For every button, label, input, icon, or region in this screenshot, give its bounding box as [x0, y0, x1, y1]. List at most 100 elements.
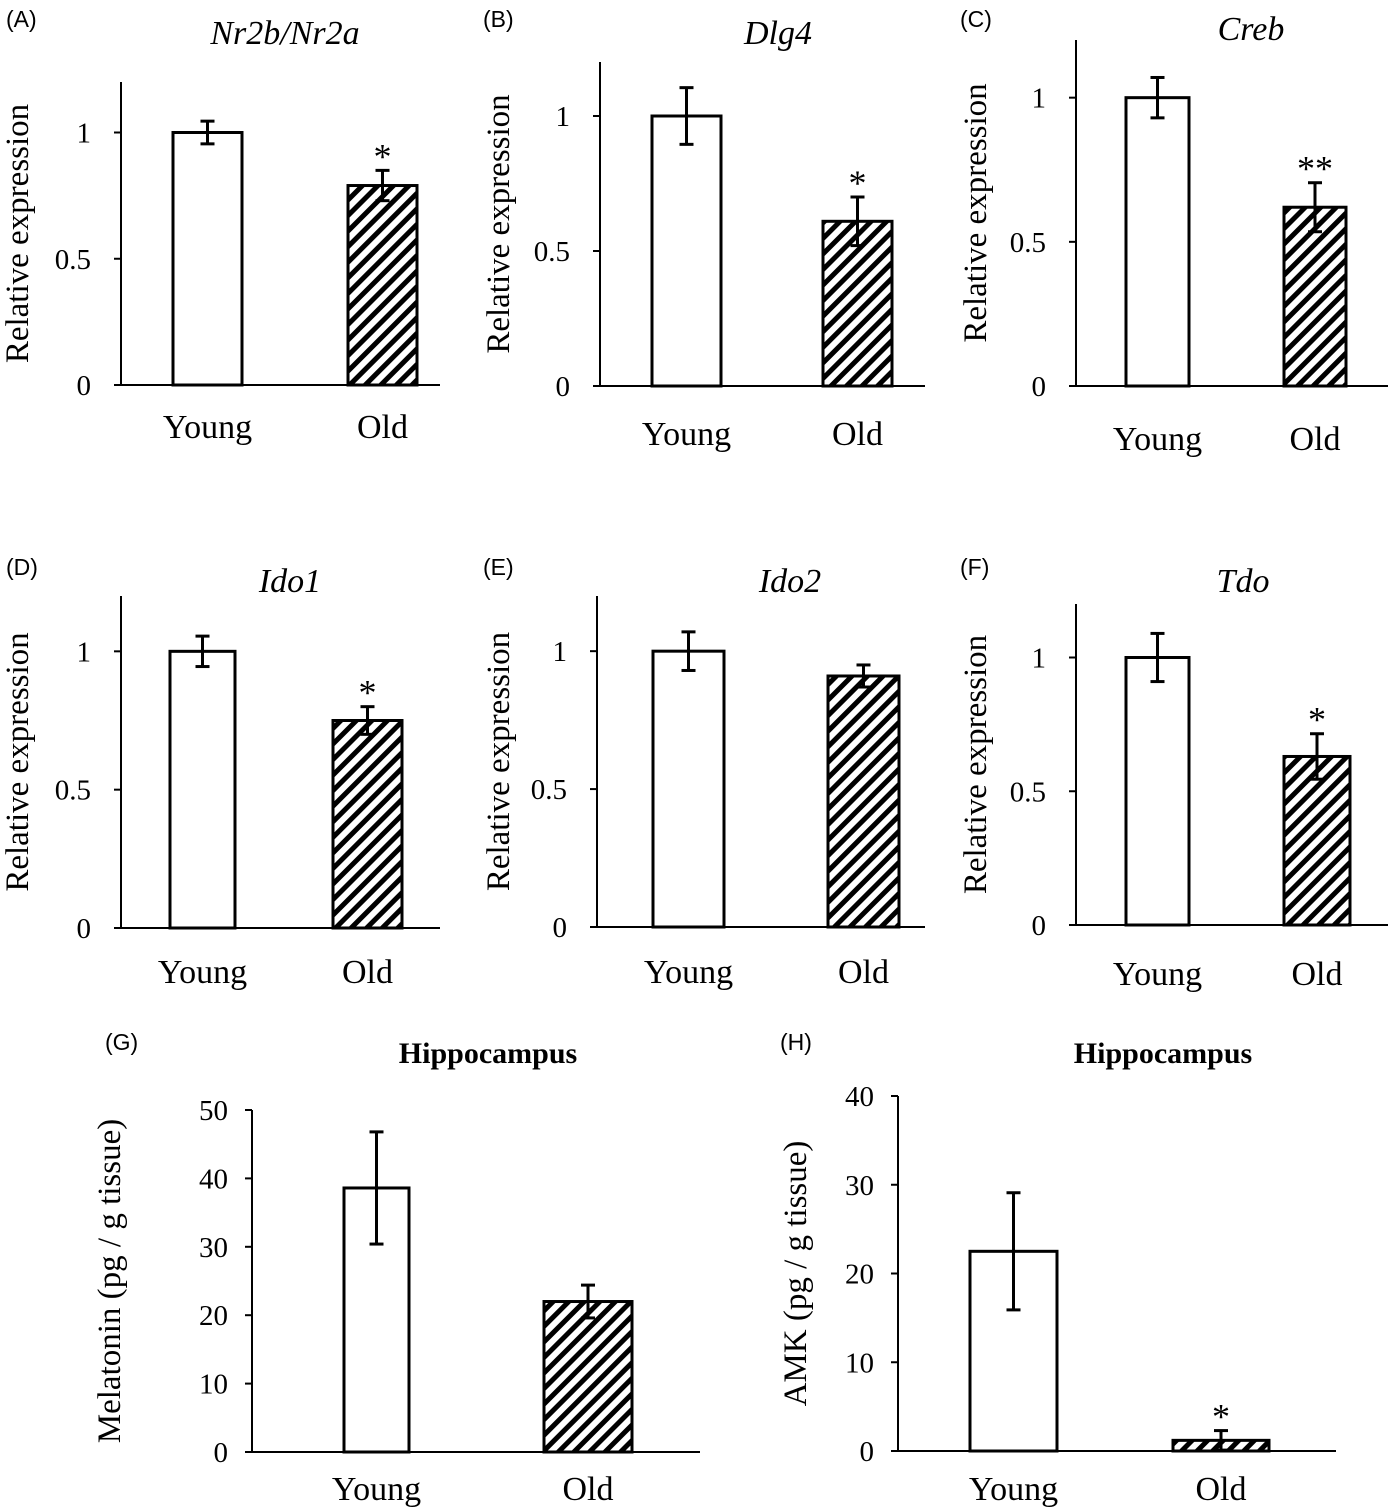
error-bar [195, 634, 210, 669]
bar-old [1282, 205, 1348, 388]
y-tick-label: 1 [77, 118, 92, 150]
y-tick-label: 30 [845, 1170, 874, 1202]
bar-young [1124, 656, 1191, 927]
y-tick-label: 0.5 [55, 244, 91, 276]
error-bar [375, 168, 390, 203]
chart-title: Ido1 [258, 563, 321, 600]
x-category-label: Old [563, 1471, 614, 1507]
panel-label: (C) [960, 6, 992, 32]
bar-old [346, 184, 419, 387]
error-bar [1308, 181, 1322, 234]
error-bar [1006, 1191, 1021, 1312]
y-tick-label: 40 [199, 1163, 228, 1195]
chart-title: Hippocampus [399, 1037, 577, 1070]
chart-panel: (B) Dlg4 Relative expression 0 0.5 1 Young * Old [481, 6, 925, 453]
y-tick-label: 0 [1032, 910, 1047, 942]
error-bar [581, 1283, 595, 1320]
y-tick-label: 1 [1032, 83, 1047, 115]
bar-young [1124, 96, 1191, 388]
error-bar [856, 663, 871, 689]
error-bar [1214, 1429, 1228, 1452]
y-tick-label: 10 [845, 1347, 874, 1379]
error-bar [369, 1130, 384, 1246]
error-bar [850, 195, 865, 248]
error-bar [360, 705, 375, 736]
panel-label: (E) [483, 554, 514, 580]
y-tick-label: 40 [845, 1081, 874, 1113]
significance-marker: * [849, 163, 867, 203]
x-category-label: Young [1113, 956, 1202, 993]
x-category-label: Young [158, 954, 247, 991]
bar-young [171, 131, 244, 387]
y-tick-label: 0 [214, 1437, 229, 1469]
chart-title: Hippocampus [1074, 1037, 1252, 1070]
chart-panel: (D) Ido1 Relative expression 0 0.5 1 Young * Old [0, 554, 440, 991]
y-tick-label: 0.5 [1010, 776, 1046, 808]
y-axis-label: Melatonin (pg / g tissue) [92, 1119, 128, 1443]
y-axis-label: Relative expression [0, 104, 36, 363]
y-tick-label: 1 [77, 636, 92, 668]
bar-young [651, 649, 726, 929]
error-bar [1310, 732, 1324, 781]
x-category-label: Young [969, 1471, 1058, 1507]
y-tick-label: 50 [199, 1095, 228, 1127]
chart-panel: (G) Hippocampus Melatonin (pg / g tissue) 0… [92, 1029, 700, 1507]
y-tick-label: 0 [77, 370, 92, 402]
panel-label: (D) [6, 554, 38, 580]
y-axis-label: Relative expression [0, 632, 36, 891]
y-tick-label: 20 [845, 1259, 874, 1291]
x-category-label: Old [357, 409, 408, 446]
chart-title: Ido2 [758, 563, 821, 600]
bar-old [542, 1300, 634, 1454]
bar-old [1282, 754, 1352, 927]
bar-old [826, 674, 901, 929]
error-bar [679, 86, 694, 146]
y-tick-label: 20 [199, 1300, 228, 1332]
y-tick-label: 0 [553, 912, 568, 944]
x-category-label: Young [642, 416, 731, 453]
bar-young [650, 114, 723, 388]
bar-old [331, 719, 404, 930]
x-category-label: Old [342, 954, 393, 991]
y-tick-label: 1 [556, 101, 571, 133]
significance-marker: * [1212, 1397, 1230, 1437]
significance-marker: ** [1297, 149, 1333, 189]
x-category-label: Young [1113, 421, 1202, 458]
y-tick-label: 0.5 [531, 774, 567, 806]
y-tick-label: 30 [199, 1232, 228, 1264]
y-tick-label: 0.5 [1010, 227, 1046, 259]
error-bar [200, 119, 215, 146]
y-tick-label: 10 [199, 1369, 228, 1401]
y-tick-label: 0 [860, 1436, 875, 1468]
y-tick-label: 0.5 [55, 775, 91, 807]
panel-label: (H) [780, 1029, 812, 1055]
chart-panel: (H) Hippocampus AMK (pg / g tissue) 0 10 20 30… [778, 1029, 1336, 1507]
y-tick-label: 0 [77, 913, 92, 945]
chart-title: Dlg4 [743, 15, 812, 52]
x-category-label: Old [832, 416, 883, 453]
y-axis-label: Relative expression [958, 83, 994, 342]
panel-label: (A) [6, 6, 37, 32]
bar-young [168, 649, 237, 930]
significance-marker: * [374, 136, 392, 176]
y-tick-label: 0.5 [534, 236, 570, 268]
chart-title: Creb [1218, 11, 1285, 48]
x-category-label: Young [163, 409, 252, 446]
x-category-label: Old [1196, 1471, 1247, 1507]
y-axis-label: AMK (pg / g tissue) [778, 1141, 814, 1407]
error-bar [1150, 631, 1165, 684]
x-category-label: Old [1290, 421, 1341, 458]
chart-panel: (C) Creb Relative expression 0 0.5 1 Young ** Ol… [958, 6, 1388, 458]
error-bar [1150, 75, 1165, 120]
error-bar [681, 630, 696, 672]
significance-marker: * [359, 673, 377, 713]
x-category-label: Old [1292, 956, 1343, 993]
chart-title: Nr2b/Nr2a [209, 15, 359, 52]
chart-panel: (A) Nr2b/Nr2a Relative expression 0 0.5 1 Youn… [0, 6, 440, 446]
panel-label: (G) [105, 1029, 138, 1055]
y-axis-label: Relative expression [958, 635, 994, 894]
chart-title: Tdo [1217, 563, 1270, 600]
significance-marker: * [1308, 700, 1326, 740]
y-tick-label: 1 [1032, 643, 1047, 675]
